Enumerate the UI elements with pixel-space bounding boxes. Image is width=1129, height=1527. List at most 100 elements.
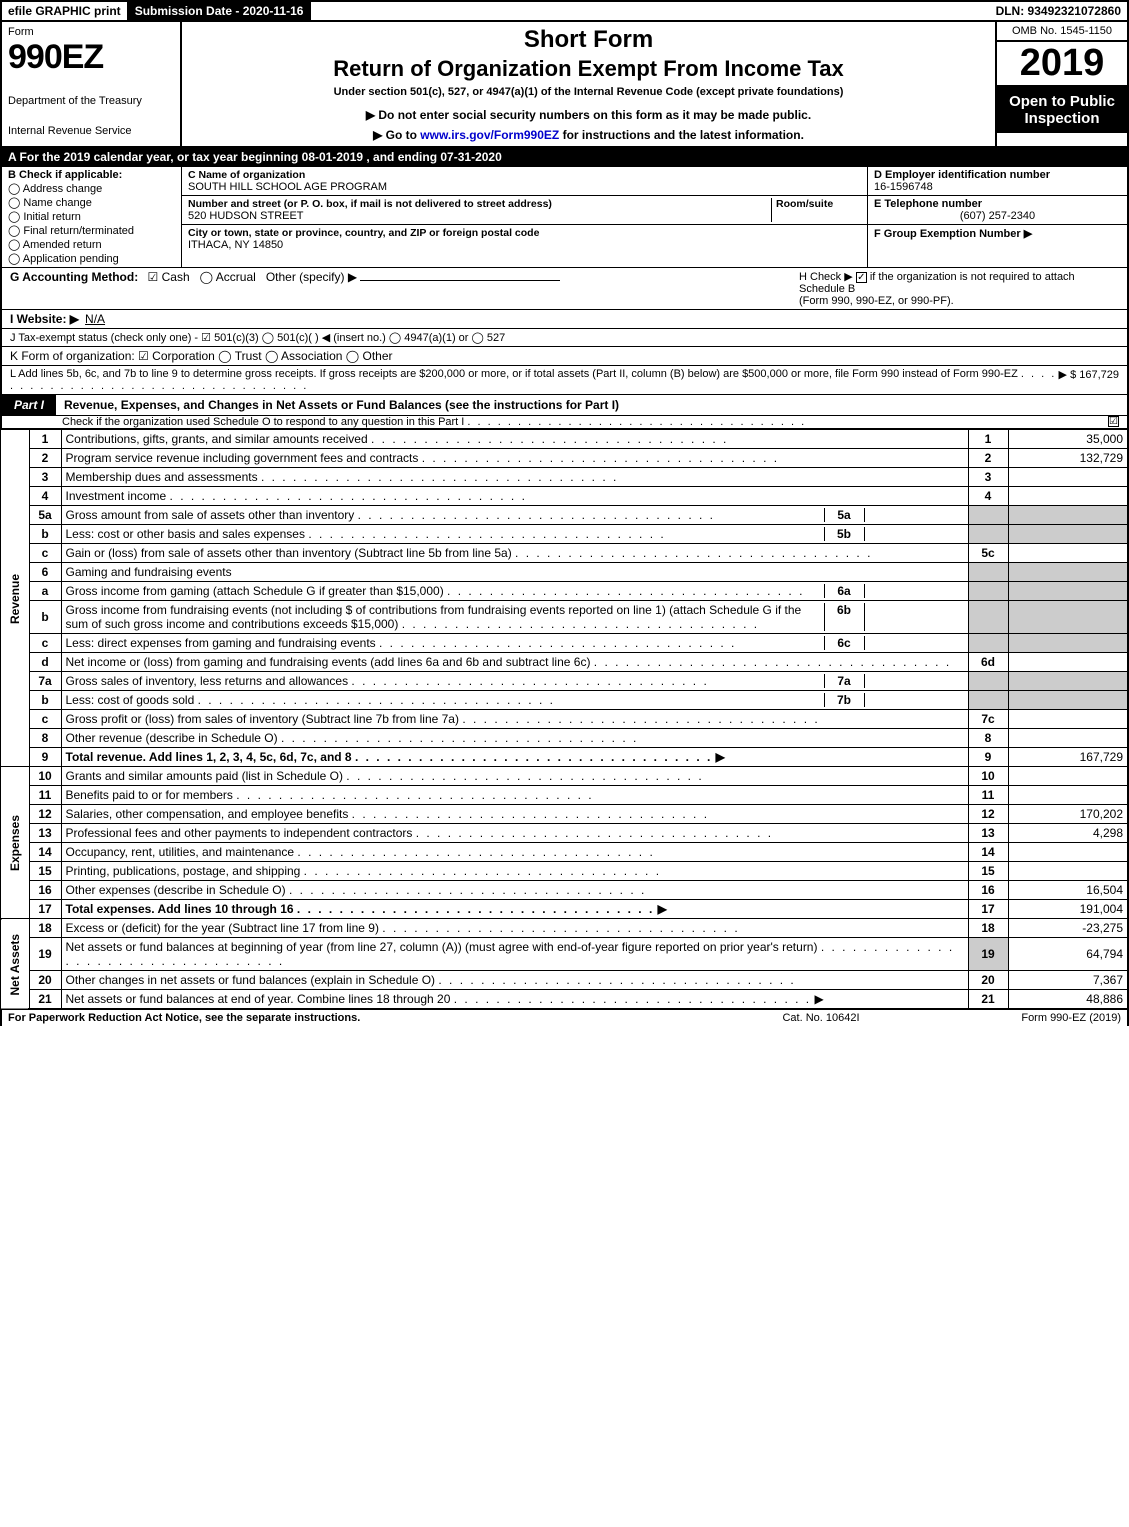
chk-schedule-o-part1[interactable]: ☑ [1108, 416, 1119, 427]
d-hdr: D Employer identification number [874, 169, 1121, 181]
line-value [1008, 634, 1128, 653]
irs-label: Internal Revenue Service [8, 125, 174, 137]
line-number: b [29, 601, 61, 634]
line-desc: Gain or (loss) from sale of assets other… [61, 544, 968, 563]
cat-no: Cat. No. 10642I [721, 1012, 921, 1024]
line-desc: Other expenses (describe in Schedule O) [61, 881, 968, 900]
line-desc: Gross profit or (loss) from sales of inv… [61, 710, 968, 729]
line-row: 9Total revenue. Add lines 1, 2, 3, 4, 5c… [1, 748, 1128, 767]
line-row: 21Net assets or fund balances at end of … [1, 990, 1128, 1010]
line-desc: Gross sales of inventory, less returns a… [61, 672, 968, 691]
line-number: 3 [29, 468, 61, 487]
chk-address-change[interactable]: ◯ Address change [8, 182, 175, 195]
line-box: 11 [968, 786, 1008, 805]
line-box: 8 [968, 729, 1008, 748]
part1-sub: Check if the organization used Schedule … [62, 416, 464, 428]
line-value [1008, 710, 1128, 729]
line-value: 191,004 [1008, 900, 1128, 919]
return-title: Return of Organization Exempt From Incom… [190, 56, 987, 82]
j-line: J Tax-exempt status (check only one) - ☑… [10, 331, 505, 344]
i-label: I Website: ▶ [10, 312, 79, 326]
chk-cash[interactable]: ☑ Cash [148, 270, 190, 284]
g-label: G Accounting Method: [10, 270, 138, 284]
line-box: 1 [968, 430, 1008, 449]
h-forms: (Form 990, 990-EZ, or 990-PF). [799, 295, 954, 307]
line-box: 5c [968, 544, 1008, 563]
e-hdr: E Telephone number [874, 198, 1121, 210]
line-box: 19 [968, 938, 1008, 971]
line-value: 48,886 [1008, 990, 1128, 1010]
line-desc: Salaries, other compensation, and employ… [61, 805, 968, 824]
line-value: 35,000 [1008, 430, 1128, 449]
chk-final-return[interactable]: ◯ Final return/terminated [8, 224, 175, 237]
line-number: 2 [29, 449, 61, 468]
chk-amended-return[interactable]: ◯ Amended return [8, 238, 175, 251]
line-number: 5a [29, 506, 61, 525]
line-number: 18 [29, 919, 61, 938]
line-number: 19 [29, 938, 61, 971]
line-desc: Other revenue (describe in Schedule O) [61, 729, 968, 748]
line-row: cGain or (loss) from sale of assets othe… [1, 544, 1128, 563]
line-row: 16Other expenses (describe in Schedule O… [1, 881, 1128, 900]
open-inspection: Open to Public Inspection [997, 87, 1127, 133]
line-desc: Grants and similar amounts paid (list in… [61, 767, 968, 786]
line-box [968, 672, 1008, 691]
line-box: 18 [968, 919, 1008, 938]
section-tab: Net Assets [1, 919, 29, 1010]
line-row: 15Printing, publications, postage, and s… [1, 862, 1128, 881]
line-number: 15 [29, 862, 61, 881]
line-number: 17 [29, 900, 61, 919]
line-box: 9 [968, 748, 1008, 767]
chk-accrual[interactable]: ◯ Accrual [200, 270, 256, 284]
line-box [968, 525, 1008, 544]
tax-period: A For the 2019 calendar year, or tax yea… [0, 148, 1129, 167]
line-row: bLess: cost or other basis and sales exp… [1, 525, 1128, 544]
line-value [1008, 672, 1128, 691]
line-value: 132,729 [1008, 449, 1128, 468]
line-number: 11 [29, 786, 61, 805]
line-number: c [29, 710, 61, 729]
goto-pre: ▶ Go to [373, 128, 420, 142]
line-number: 7a [29, 672, 61, 691]
line-desc: Gross income from fundraising events (no… [61, 601, 968, 634]
chk-application-pending[interactable]: ◯ Application pending [8, 252, 175, 265]
line-box: 6d [968, 653, 1008, 672]
line-number: 21 [29, 990, 61, 1010]
line-box: 4 [968, 487, 1008, 506]
chk-initial-return[interactable]: ◯ Initial return [8, 210, 175, 223]
line-box: 20 [968, 971, 1008, 990]
line-row: bLess: cost of goods sold 7b [1, 691, 1128, 710]
chk-name-change[interactable]: ◯ Name change [8, 196, 175, 209]
line-desc: Excess or (deficit) for the year (Subtra… [61, 919, 968, 938]
line-desc: Contributions, gifts, grants, and simila… [61, 430, 968, 449]
irs-link[interactable]: www.irs.gov/Form990EZ [420, 128, 559, 142]
line-value: 4,298 [1008, 824, 1128, 843]
chk-schedule-b[interactable]: ✓ [856, 272, 867, 283]
org-city: ITHACA, NY 14850 [188, 239, 861, 251]
line-desc: Membership dues and assessments [61, 468, 968, 487]
line-row: 11Benefits paid to or for members 11 [1, 786, 1128, 805]
line-value: 167,729 [1008, 748, 1128, 767]
dept-treasury: Department of the Treasury [8, 95, 174, 107]
line-number: 12 [29, 805, 61, 824]
line-row: cGross profit or (loss) from sales of in… [1, 710, 1128, 729]
c-city-hdr: City or town, state or province, country… [188, 227, 861, 239]
ein: 16-1596748 [874, 181, 1121, 193]
line-row: 5aGross amount from sale of assets other… [1, 506, 1128, 525]
line-row: 17Total expenses. Add lines 10 through 1… [1, 900, 1128, 919]
line-row: 2Program service revenue including gover… [1, 449, 1128, 468]
line-box [968, 601, 1008, 634]
l-amount: ▶ $ 167,729 [1059, 368, 1119, 392]
line-number: 4 [29, 487, 61, 506]
line-value [1008, 862, 1128, 881]
line-row: cLess: direct expenses from gaming and f… [1, 634, 1128, 653]
line-row: Net Assets18Excess or (deficit) for the … [1, 919, 1128, 938]
line-value [1008, 544, 1128, 563]
part1-title: Revenue, Expenses, and Changes in Net As… [56, 395, 1127, 415]
line-value: -23,275 [1008, 919, 1128, 938]
short-form-title: Short Form [190, 26, 987, 54]
line-value [1008, 691, 1128, 710]
room-hdr: Room/suite [776, 198, 861, 210]
line-number: b [29, 525, 61, 544]
line-value [1008, 767, 1128, 786]
